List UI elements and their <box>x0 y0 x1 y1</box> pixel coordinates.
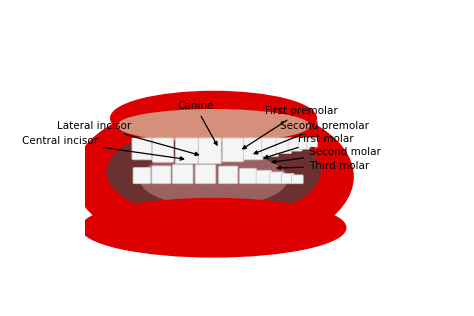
Bar <box>397 33 441 286</box>
Text: Central incisor: Central incisor <box>22 136 184 160</box>
Text: Second molar: Second molar <box>272 147 381 163</box>
FancyBboxPatch shape <box>152 138 173 162</box>
FancyBboxPatch shape <box>240 168 256 184</box>
Ellipse shape <box>107 125 320 218</box>
FancyBboxPatch shape <box>256 170 272 184</box>
Ellipse shape <box>118 110 309 141</box>
FancyBboxPatch shape <box>281 173 294 184</box>
FancyBboxPatch shape <box>244 138 263 160</box>
Ellipse shape <box>74 101 353 252</box>
Ellipse shape <box>110 91 317 145</box>
Bar <box>52 33 85 286</box>
FancyBboxPatch shape <box>199 138 221 164</box>
FancyBboxPatch shape <box>262 138 279 156</box>
FancyBboxPatch shape <box>288 138 302 151</box>
FancyBboxPatch shape <box>307 138 318 147</box>
Text: Second premolar: Second premolar <box>254 120 369 154</box>
FancyBboxPatch shape <box>175 138 198 164</box>
FancyBboxPatch shape <box>276 138 292 154</box>
FancyBboxPatch shape <box>132 138 152 160</box>
FancyBboxPatch shape <box>152 166 171 184</box>
FancyBboxPatch shape <box>222 138 244 162</box>
Text: Lateral incisor: Lateral incisor <box>56 120 199 155</box>
Text: First premolar: First premolar <box>243 106 337 149</box>
Bar <box>52 33 434 67</box>
Ellipse shape <box>82 198 346 257</box>
Text: Third molar: Third molar <box>277 161 369 171</box>
FancyBboxPatch shape <box>195 165 216 184</box>
Text: First molar: First molar <box>264 134 354 158</box>
Ellipse shape <box>140 152 287 206</box>
FancyBboxPatch shape <box>219 166 238 184</box>
Bar <box>52 271 434 286</box>
Text: Canine: Canine <box>177 101 217 145</box>
FancyBboxPatch shape <box>292 175 303 184</box>
FancyBboxPatch shape <box>133 167 151 184</box>
FancyBboxPatch shape <box>299 138 311 149</box>
FancyBboxPatch shape <box>173 165 193 184</box>
FancyBboxPatch shape <box>270 172 284 184</box>
Text: Our Teeth: Our Teeth <box>182 45 304 69</box>
